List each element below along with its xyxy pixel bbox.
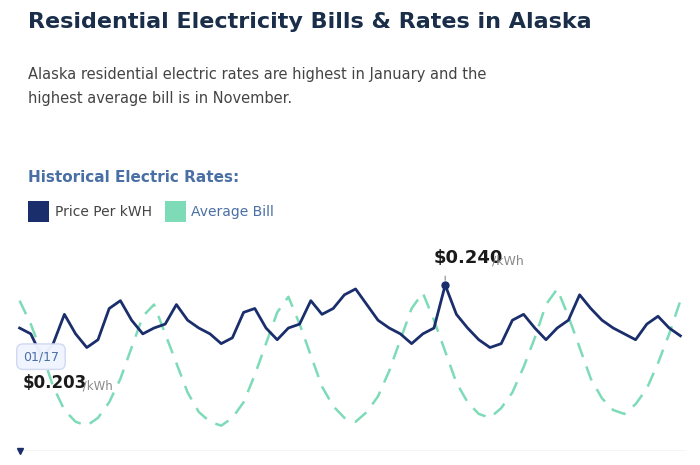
Text: 01/17: 01/17 (23, 350, 59, 363)
Text: Price Per kWH: Price Per kWH (55, 205, 152, 219)
Text: Average Bill: Average Bill (191, 205, 274, 219)
Text: /kWh: /kWh (492, 254, 524, 267)
Text: Residential Electricity Bills & Rates in Alaska: Residential Electricity Bills & Rates in… (28, 12, 592, 32)
Text: /kWh: /kWh (79, 379, 113, 392)
Text: Historical Electric Rates:: Historical Electric Rates: (28, 170, 239, 185)
Text: $0.240: $0.240 (434, 249, 503, 267)
Text: $0.203: $0.203 (23, 374, 88, 392)
Text: Alaska residential electric rates are highest in January and the
highest average: Alaska residential electric rates are hi… (28, 67, 486, 106)
